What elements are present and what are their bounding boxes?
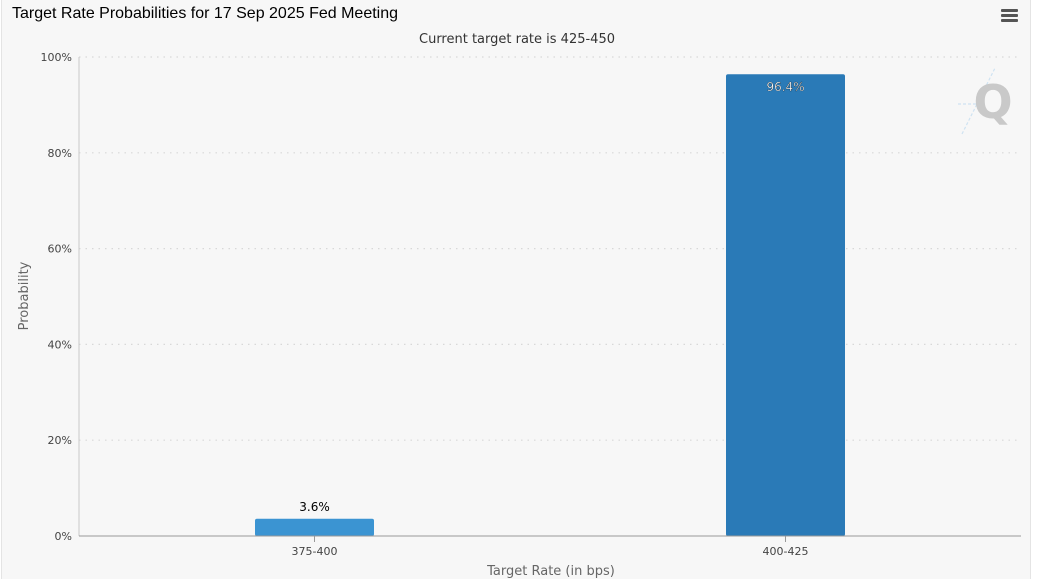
bars: 3.6% 96.4% (255, 74, 845, 536)
gridlines (79, 56, 1021, 441)
chart-title: Target Rate Probabilities for 17 Sep 202… (12, 5, 399, 22)
bar-400-425[interactable] (726, 74, 845, 536)
x-tick-label: 400-425 (763, 545, 809, 558)
x-tick-label: 375-400 (292, 545, 338, 558)
quikstrike-q-logo-icon: Q (958, 67, 1013, 135)
bar-375-400[interactable] (255, 518, 374, 536)
y-tick-label: 20% (48, 434, 72, 447)
hamburger-menu-icon[interactable] (1000, 9, 1020, 27)
x-axis-title: Target Rate (in bps) (486, 564, 615, 579)
chart-subtitle: Current target rate is 425-450 (419, 32, 615, 47)
y-axis-title: Probability (17, 261, 32, 330)
data-label: 96.4% (766, 80, 804, 94)
watermark-letter: Q (973, 75, 1012, 129)
y-axis-ticks: 0% 20% 40% 60% 80% 100% (41, 51, 72, 543)
y-tick-label: 0% (55, 530, 72, 543)
y-tick-label: 80% (48, 147, 72, 160)
data-label: 3.6% (299, 500, 330, 514)
y-tick-label: 100% (41, 51, 72, 64)
y-tick-label: 40% (48, 338, 72, 351)
y-tick-label: 60% (48, 243, 72, 256)
x-axis: 375-400 400-425 (78, 57, 1021, 558)
